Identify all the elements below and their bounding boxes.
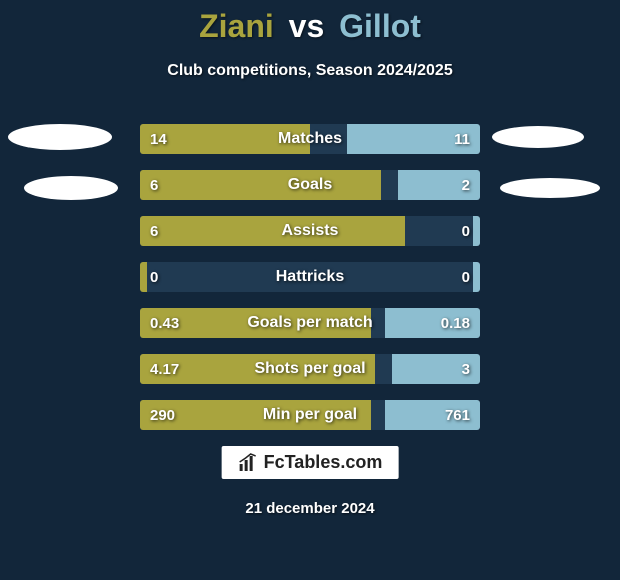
stat-bar-left [140, 124, 310, 154]
stat-bar-left [140, 170, 381, 200]
title-player1: Ziani [199, 8, 274, 44]
stat-bar-left [140, 400, 371, 430]
bar-chart-icon [238, 453, 258, 473]
subtitle: Club competitions, Season 2024/2025 [0, 62, 620, 80]
stat-bar-right [473, 216, 480, 246]
title-versus: vs [289, 8, 325, 44]
stat-bar-left [140, 308, 371, 338]
stat-row: Goals per match0.430.18 [140, 308, 480, 338]
decoration-ellipse [500, 178, 600, 198]
decoration-ellipse [492, 126, 584, 148]
stat-bar-left [140, 262, 147, 292]
stat-row: Assists60 [140, 216, 480, 246]
stat-bar-left [140, 216, 405, 246]
stat-row: Hattricks00 [140, 262, 480, 292]
stat-row: Min per goal290761 [140, 400, 480, 430]
comparison-bars: Matches1411 Goals62 Assists60 Hattricks00 Go… [140, 124, 480, 446]
stat-row: Goals62 [140, 170, 480, 200]
page-title: Ziani vs Gillot [0, 8, 620, 45]
branding-badge: FcTables.com [222, 446, 399, 479]
stat-row: Shots per goal4.173 [140, 354, 480, 384]
stat-bar-right [385, 400, 480, 430]
decoration-ellipse [24, 176, 118, 200]
footer-date: 21 december 2024 [0, 500, 620, 517]
title-player2: Gillot [339, 8, 421, 44]
stat-bar-left [140, 354, 375, 384]
stat-row: Matches1411 [140, 124, 480, 154]
comparison-infographic: Ziani vs Gillot Club competitions, Seaso… [0, 0, 620, 580]
stat-bar-right [398, 170, 480, 200]
stat-bar-right [392, 354, 480, 384]
stat-bar-right [385, 308, 480, 338]
branding-text: FcTables.com [264, 452, 383, 473]
stat-label: Hattricks [140, 262, 480, 292]
stat-bar-right [347, 124, 480, 154]
stat-bar-right [473, 262, 480, 292]
decoration-ellipse [8, 124, 112, 150]
